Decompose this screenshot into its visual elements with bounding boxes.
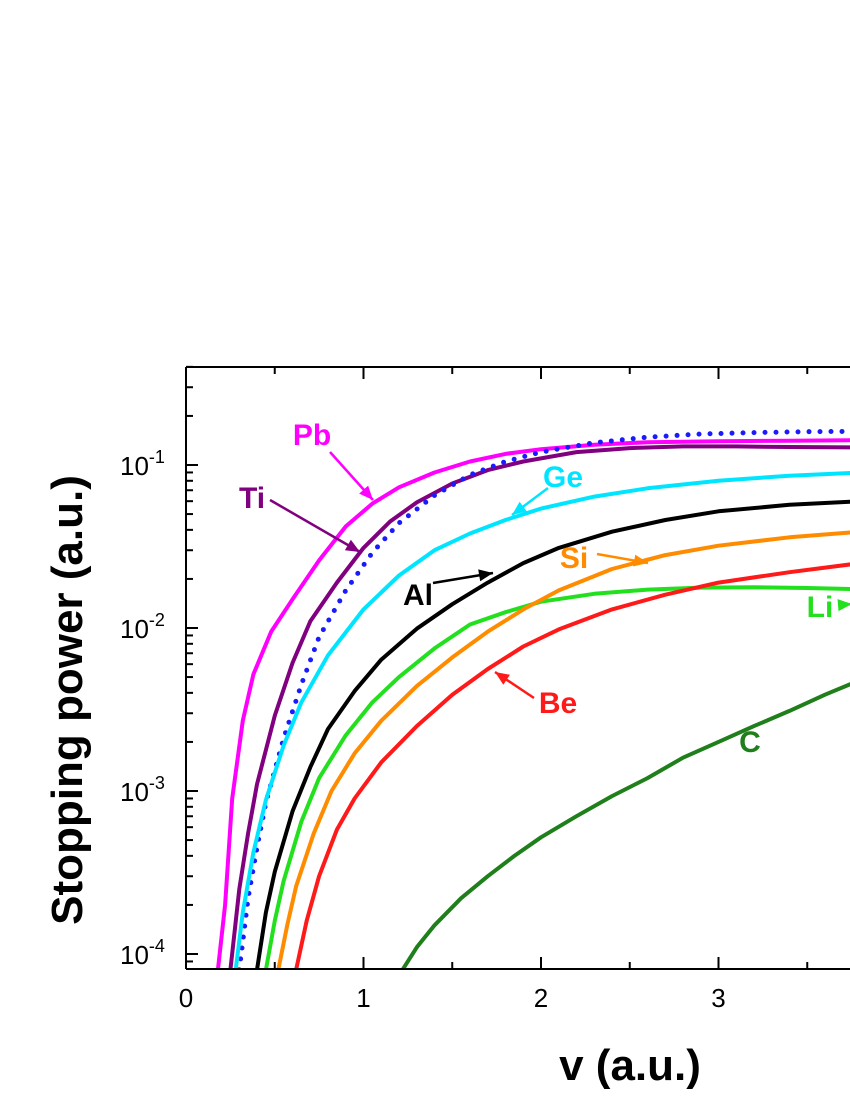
series-line-be — [294, 562, 850, 969]
y-tick-label: 10-1 — [120, 447, 165, 481]
curve-label-li: Li — [807, 591, 834, 624]
x-tick-label: 1 — [356, 983, 370, 1013]
x-tick-label: 2 — [534, 983, 548, 1013]
x-tick-label: 0 — [179, 983, 193, 1013]
series-line-li — [264, 585, 850, 969]
series-line-ti — [228, 444, 850, 969]
y-tick-label: 10-2 — [120, 610, 165, 644]
y-axis-title: Stopping power (a.u.) — [43, 475, 92, 925]
curve-label-ti: Ti — [239, 482, 265, 515]
series-line-si — [276, 530, 850, 969]
series-line-ge — [233, 470, 850, 969]
data-curves — [215, 428, 850, 969]
curve-label-al: Al — [403, 579, 433, 612]
x-tick-label: 3 — [711, 983, 725, 1013]
series-line-pb — [215, 438, 850, 969]
curve-label-be: Be — [539, 687, 577, 720]
curve-label-c: C — [739, 726, 761, 759]
arrow-head-li — [837, 599, 850, 612]
arrow-head-ti — [344, 539, 360, 552]
curve-label-si: Si — [560, 542, 588, 575]
series-line-c — [400, 682, 850, 969]
arrow-head-si — [633, 554, 648, 567]
curve-annotations: Pb Ti Ge Al Si Li Be C — [239, 419, 850, 759]
x-axis-title: v (a.u.) — [559, 1041, 701, 1090]
arrow-head-pb — [359, 485, 373, 500]
curve-label-ge: Ge — [543, 461, 583, 494]
arrow-head-be — [495, 672, 510, 685]
series-line-al — [255, 499, 850, 969]
arrow-head-ge — [512, 501, 527, 515]
plot-axes: 0 1 2 3 10-4 10-3 10-2 10-1 — [120, 365, 850, 1013]
y-tick-label: 10-4 — [120, 936, 165, 970]
arrow-head-al — [478, 569, 493, 582]
y-tick-label: 10-3 — [120, 773, 165, 807]
curve-label-pb: Pb — [293, 419, 331, 452]
arrow-line-ti — [269, 498, 361, 554]
series-line-dotted — [236, 428, 850, 969]
